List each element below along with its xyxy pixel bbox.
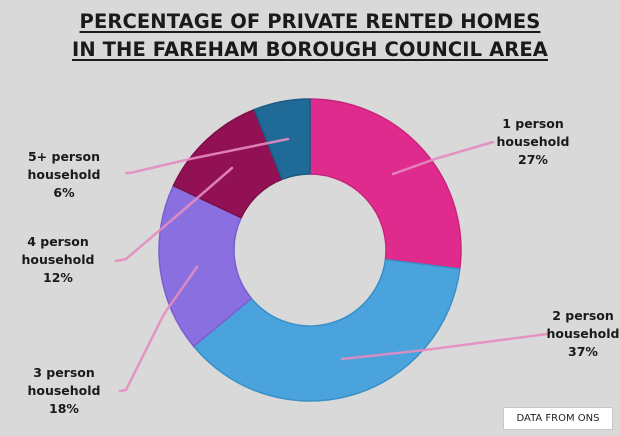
leader-line-3-person	[118, 265, 199, 393]
label-name: 2 person	[552, 308, 614, 323]
label-sub: household	[496, 134, 570, 149]
label-pct: 6%	[53, 185, 75, 200]
label-sub: household	[21, 252, 95, 267]
slice-2-person	[192, 258, 461, 402]
data-label-5plus-person: 5+ person household 6%	[9, 148, 119, 202]
label-name: 5+ person	[27, 149, 101, 164]
leader-line-2-person	[340, 332, 549, 361]
leader-line-1-person	[391, 140, 495, 176]
label-sub: household	[27, 167, 101, 182]
label-name: 3 person	[33, 365, 95, 380]
label-sub: household	[27, 383, 101, 398]
data-label-1-person: 1 person household 27%	[478, 115, 588, 169]
label-pct: 12%	[43, 270, 73, 285]
chart-title-line-2: IN THE FAREHAM BOROUGH COUNCIL AREA	[71, 38, 549, 61]
label-name: 1 person	[502, 116, 564, 131]
leader-line-5plus-person	[124, 137, 290, 175]
chart-title-line-1: PERCENTAGE OF PRIVATE RENTED HOMES	[79, 10, 541, 33]
label-name: 4 person	[27, 234, 89, 249]
label-pct: 37%	[568, 344, 598, 359]
chart-title: PERCENTAGE OF PRIVATE RENTED HOMES IN TH…	[0, 8, 620, 64]
slice-1-person	[309, 98, 462, 270]
data-label-4-person: 4 person household 12%	[3, 233, 113, 287]
label-pct: 18%	[49, 401, 79, 416]
data-label-3-person: 3 person household 18%	[9, 364, 119, 418]
source-note: DATA FROM ONS	[503, 407, 613, 430]
data-label-2-person: 2 person household 37%	[528, 307, 620, 361]
leader-line-4-person	[114, 166, 234, 263]
label-sub: household	[546, 326, 620, 341]
label-pct: 27%	[518, 152, 548, 167]
